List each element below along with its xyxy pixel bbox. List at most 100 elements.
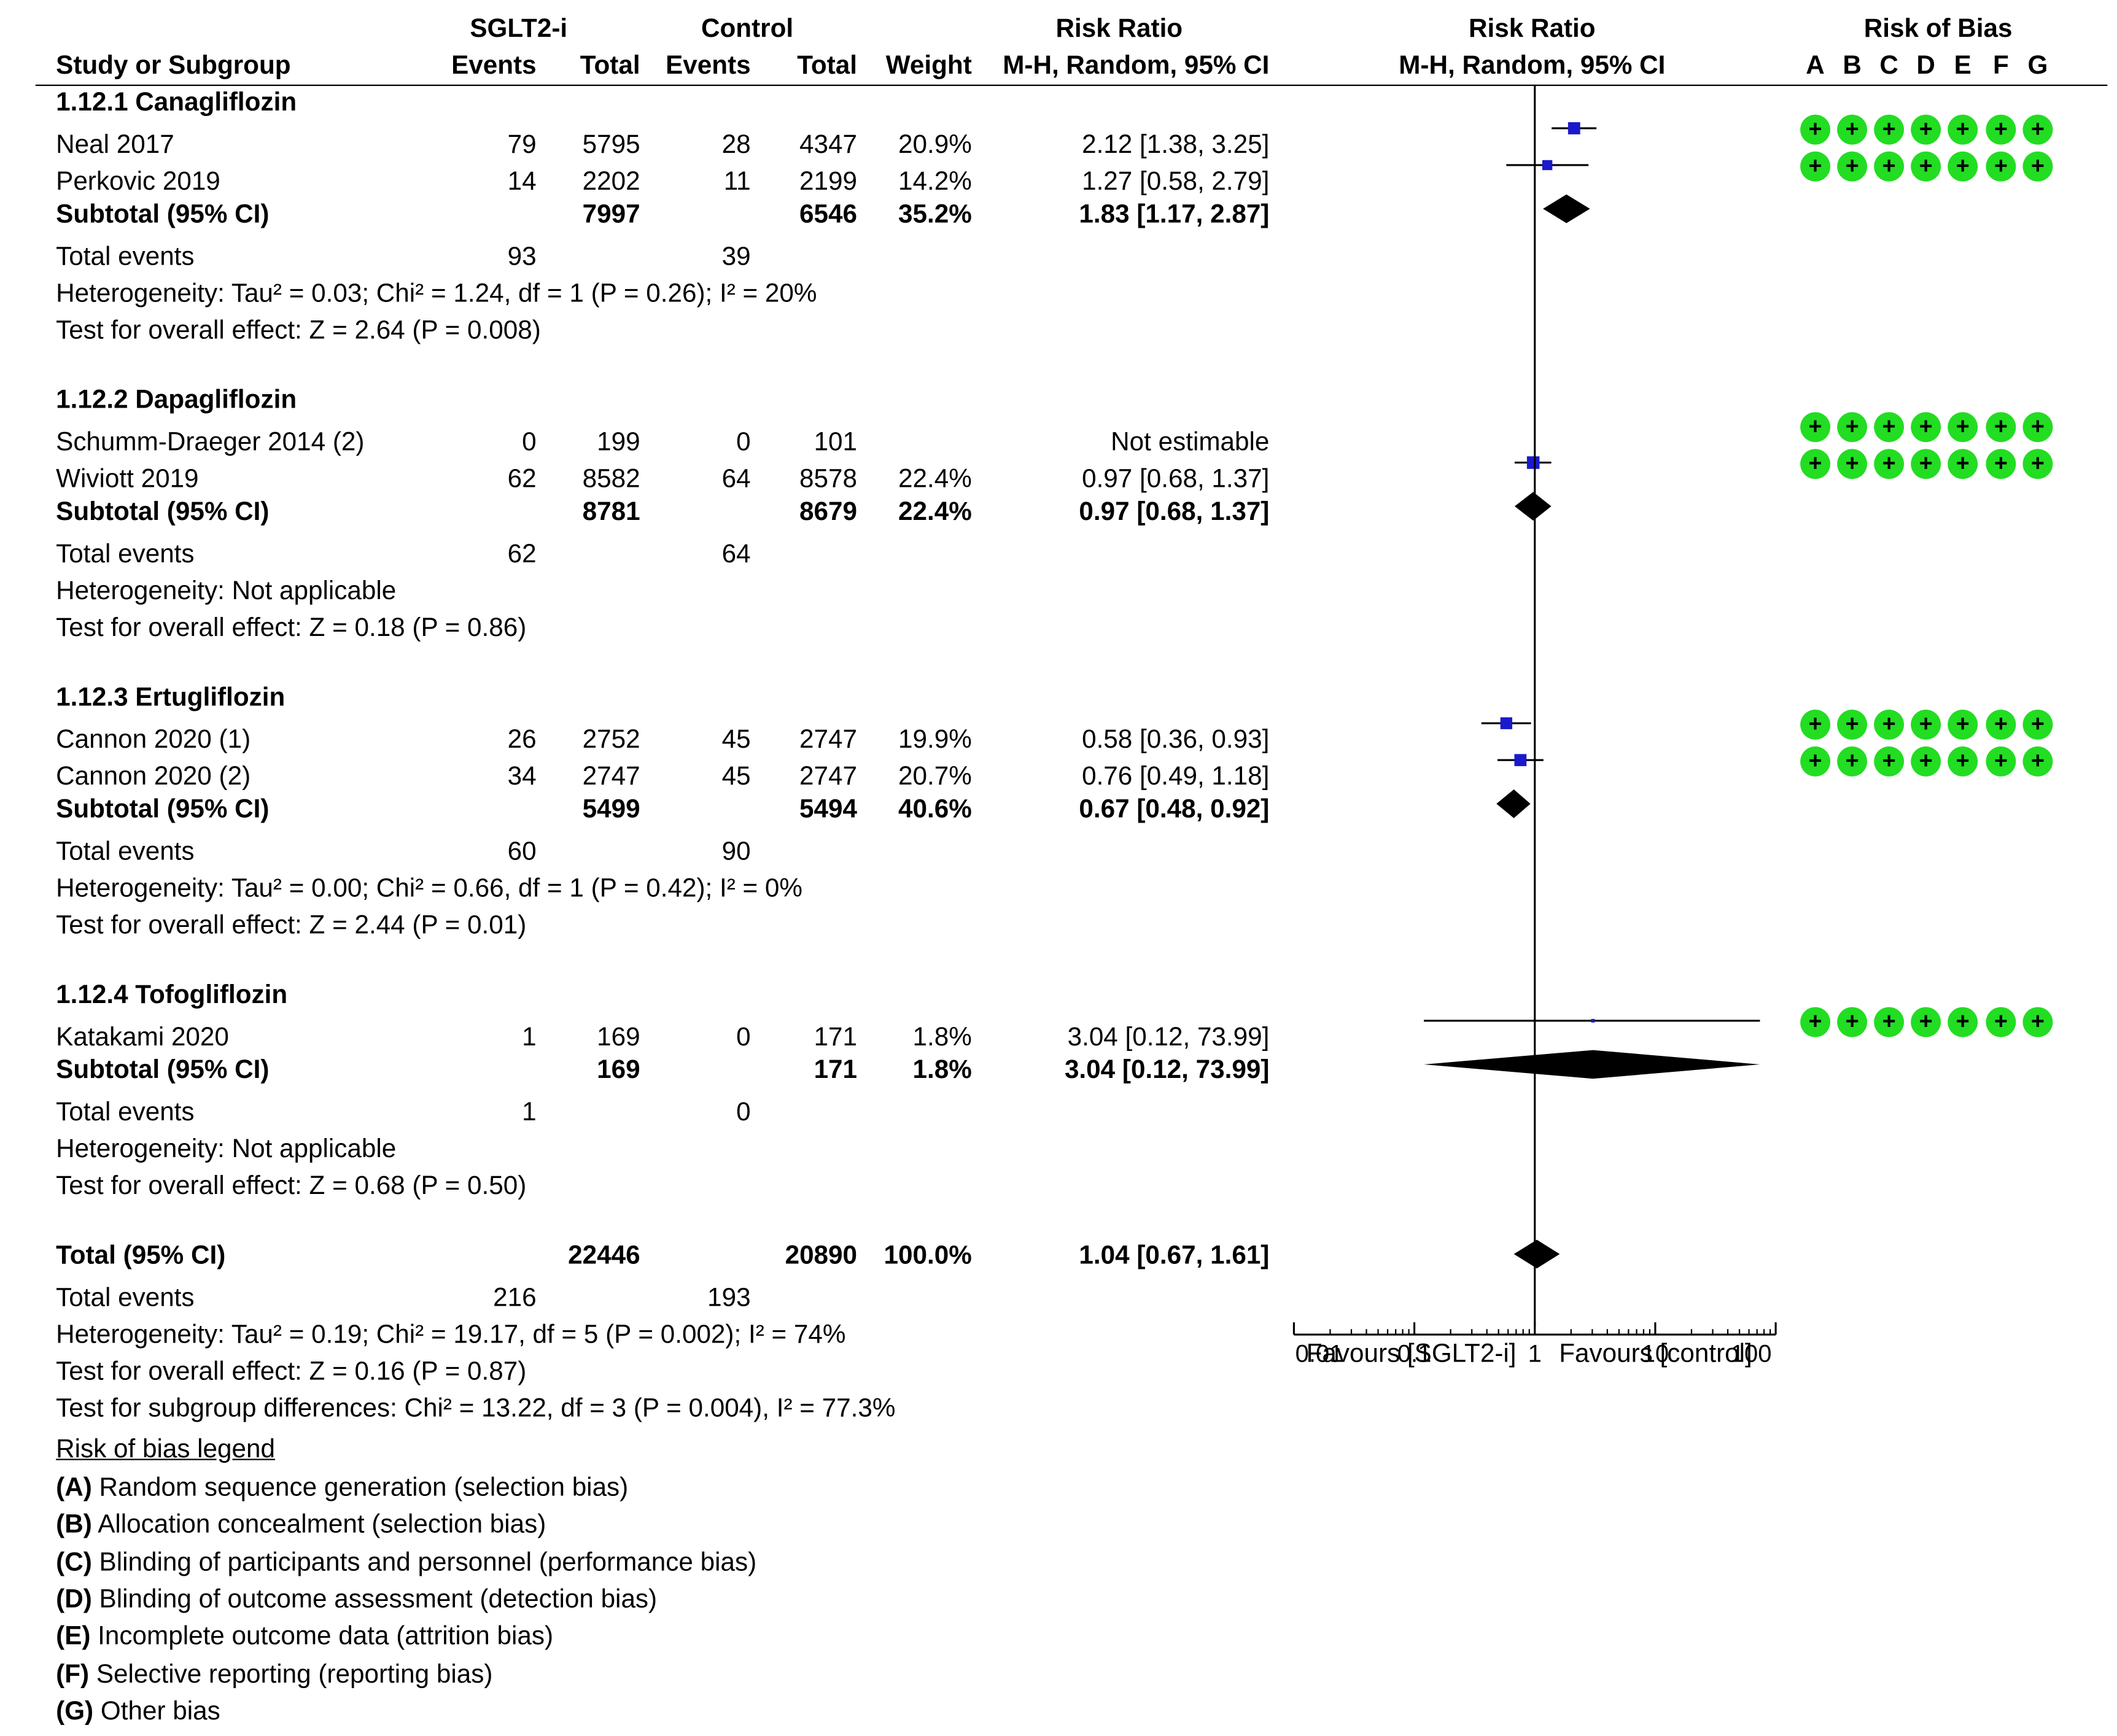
study-total-1: 5795 [582,131,640,160]
rob-low-risk-icon-D [1911,1007,1941,1037]
study-weight: 1.8% [912,1023,972,1052]
legend-letter: (D) [56,1585,92,1614]
header-group2: Control [701,15,794,44]
study-name: Katakami 2020 [56,1023,229,1052]
rob-letter-D: D [1916,52,1935,81]
header-total1: Total [580,52,640,81]
subtotal-total-1: 5499 [582,796,640,824]
rob-low-risk-icon-B [1837,449,1868,479]
total-events-1: 62 [507,540,537,569]
rob-low-risk-icon-E [1948,151,1978,182]
rob-low-risk-icon-G [2022,1007,2053,1037]
rob-low-risk-icon-E [1948,449,1978,479]
study-name: Cannon 2020 (1) [56,726,251,755]
study-events-1: 79 [507,131,537,160]
study-events-1: 0 [522,428,537,457]
study-events-2: 0 [736,428,751,457]
subtotal-ci: 0.97 [0.68, 1.37] [1079,498,1270,527]
subtotal-total-2: 6546 [799,200,858,230]
study-events-2: 64 [721,465,751,494]
favours-right-label: Favours [control] [1559,1339,1752,1369]
rob-low-risk-icon-C [1874,412,1905,443]
study-marker [1514,754,1527,767]
study-weight: 14.2% [898,168,972,197]
total-events-2: 193 [707,1284,751,1313]
rob-low-risk-icon-F [1986,746,2016,777]
total-events-1: 93 [507,242,537,272]
subtotal-weight: 22.4% [898,498,972,527]
header-group1: SGLT2-i [470,15,568,44]
rob-low-risk-icon-F [1986,1007,2016,1037]
total-total-2: 20890 [785,1241,858,1271]
study-total-2: 2199 [799,168,858,197]
heterogeneity-text: Heterogeneity: Tau² = 0.00; Chi² = 0.66,… [56,874,802,904]
study-total-2: 2747 [799,762,858,792]
subtotal-weight: 40.6% [898,796,972,824]
legend-text: Other bias [93,1697,220,1726]
study-name: Neal 2017 [56,131,174,160]
subtotal-total-2: 5494 [799,796,858,824]
legend-letter: (A) [56,1473,92,1503]
study-marker [1567,122,1580,134]
rob-low-risk-icon-G [2022,114,2053,145]
rob-letter-G: G [2027,52,2048,81]
rob-low-risk-icon-A [1800,412,1831,443]
subtotal-total-2: 8679 [799,498,858,527]
x-tick-label: 0.01 [1295,1341,1343,1368]
heterogeneity-text: Heterogeneity: Tau² = 0.03; Chi² = 1.24,… [56,279,817,309]
subtotal-ci: 3.04 [0.12, 73.99] [1064,1056,1270,1085]
x-tick-label: 100 [1731,1341,1772,1368]
legend-text: Selective reporting (reporting bias) [89,1660,493,1689]
rob-low-risk-icon-D [1911,114,1941,145]
header-events2: Events [666,52,751,81]
rob-low-risk-icon-B [1837,709,1868,740]
subgroup-title: 1.12.3 Ertugliflozin [56,683,286,713]
rob-low-risk-icon-F [1986,709,2016,740]
total-events-label: Total events [56,1284,195,1313]
subtotal-ci: 0.67 [0.48, 0.92] [1079,796,1270,824]
rob-low-risk-icon-A [1800,151,1831,182]
header-plot-method: M-H, Random, 95% CI [1399,52,1666,81]
legend-item: (E) Incomplete outcome data (attrition b… [56,1624,553,1650]
subtotal-weight: 1.8% [912,1056,972,1085]
legend-text: Allocation concealment (selection bias) [91,1511,546,1540]
subgroup-differences: Test for subgroup differences: Chi² = 13… [56,1394,896,1424]
total-ci: 1.04 [0.67, 1.61] [1079,1241,1270,1271]
rob-letter-C: C [1879,52,1898,81]
study-ci: Not estimable [1111,428,1270,457]
rob-low-risk-icon-C [1874,114,1905,145]
subgroup-title: 1.12.4 Tofogliflozin [56,981,288,1010]
rob-low-risk-icon-A [1800,709,1831,740]
total-events-label: Total events [56,837,195,867]
study-name: Schumm-Draeger 2014 (2) [56,428,365,457]
study-total-2: 171 [814,1023,858,1052]
study-weight: 22.4% [898,465,972,494]
study-marker [1542,160,1553,171]
header-study-col: Study or Subgroup [56,52,291,81]
study-name: Perkovic 2019 [56,168,220,197]
rob-low-risk-icon-B [1837,746,1868,777]
rob-low-risk-icon-G [2022,709,2053,740]
total-events-label: Total events [56,242,195,272]
study-events-1: 1 [522,1023,537,1052]
rob-letter-B: B [1843,52,1862,81]
total-events-1: 60 [507,837,537,867]
rob-low-risk-icon-E [1948,709,1978,740]
subtotal-total-1: 169 [597,1056,640,1085]
overall-effect-text: Test for overall effect: Z = 0.68 (P = 0… [56,1172,527,1201]
subtotal-diamond [1543,194,1590,223]
legend-item: (C) Blinding of participants and personn… [56,1549,756,1575]
subtotal-ci: 1.83 [1.17, 2.87] [1079,200,1270,230]
rob-low-risk-icon-G [2022,412,2053,443]
x-tick-label: 1 [1528,1341,1542,1368]
study-events-2: 45 [721,762,751,792]
x-tick-label: 0.1 [1397,1341,1432,1368]
study-total-2: 2747 [799,726,858,755]
rob-low-risk-icon-D [1911,746,1941,777]
overall-effect-text: Test for overall effect: Z = 2.64 (P = 0… [56,316,541,346]
study-events-1: 26 [507,726,537,755]
rob-low-risk-icon-E [1948,412,1978,443]
study-ci: 2.12 [1.38, 3.25] [1082,131,1270,160]
